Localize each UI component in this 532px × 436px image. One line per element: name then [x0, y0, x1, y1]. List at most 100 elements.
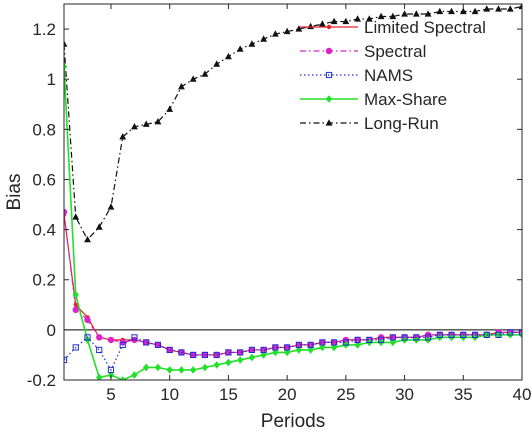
data-point	[389, 334, 396, 341]
data-point	[73, 302, 78, 307]
x-tick-label: 15	[219, 385, 238, 404]
series-long-run	[64, 4, 522, 243]
series-max-share	[64, 62, 522, 380]
data-point	[295, 346, 303, 354]
series-group	[64, 4, 522, 380]
data-point	[495, 5, 502, 12]
data-point	[295, 25, 303, 32]
data-point	[260, 35, 268, 42]
data-point	[154, 341, 162, 349]
legend-entry: NAMS	[300, 66, 413, 85]
data-point	[260, 351, 267, 359]
data-point	[213, 351, 220, 359]
data-point	[366, 336, 373, 343]
data-point	[72, 213, 80, 220]
data-point	[495, 331, 502, 339]
data-point	[143, 363, 150, 372]
data-point	[365, 15, 373, 22]
data-point	[506, 5, 514, 12]
y-tick-label: 1.2	[32, 20, 56, 39]
data-point	[342, 17, 350, 25]
data-point	[178, 82, 185, 90]
data-point	[459, 7, 467, 15]
data-point	[354, 341, 361, 349]
data-point	[225, 52, 232, 60]
data-point	[272, 344, 279, 351]
data-point	[495, 331, 502, 338]
data-point	[307, 346, 314, 354]
data-point	[518, 329, 522, 336]
data-point	[225, 358, 232, 367]
plot-area	[64, 4, 522, 380]
data-point	[107, 371, 115, 379]
data-point	[424, 10, 432, 17]
data-point	[95, 223, 103, 230]
y-tick-label: 0.4	[32, 221, 56, 240]
data-point	[131, 371, 138, 379]
data-point	[424, 334, 432, 341]
data-point	[319, 339, 326, 346]
data-point	[389, 338, 397, 347]
data-point	[342, 339, 349, 346]
data-point	[131, 334, 138, 341]
data-point	[166, 105, 174, 112]
data-point	[260, 346, 267, 354]
axes: 5 10 15 20 25 30 35 40 -0.2 0 0.2 0.4 0.6 0.8 1 1.2 Peri…	[4, 3, 532, 432]
data-point	[331, 339, 338, 346]
data-point	[460, 331, 467, 338]
data-point	[96, 373, 103, 380]
legend-label: Spectral	[364, 42, 426, 61]
data-point	[84, 316, 91, 324]
data-point	[436, 7, 444, 15]
data-point	[236, 45, 244, 52]
data-point	[107, 336, 115, 344]
data-point	[283, 348, 291, 357]
data-point	[413, 334, 420, 341]
x-axis-title: Periods	[261, 411, 325, 432]
data-point	[84, 235, 91, 243]
data-point	[201, 351, 209, 359]
data-point	[319, 343, 326, 352]
data-point	[72, 344, 79, 351]
data-point	[96, 334, 103, 341]
data-point	[248, 346, 255, 354]
data-point	[178, 349, 185, 356]
data-point	[189, 75, 197, 82]
x-tick-label: 10	[160, 385, 179, 404]
x-tick-label: 40	[513, 385, 532, 404]
series-line	[64, 331, 522, 372]
legend-label: Long-Run	[364, 114, 439, 133]
data-point	[72, 290, 79, 299]
legend-label: Max-Share	[364, 90, 447, 109]
data-point	[64, 62, 68, 71]
x-tick-label: 30	[395, 385, 414, 404]
axes-frame	[63, 3, 523, 381]
series-line	[64, 5, 522, 241]
data-point	[389, 12, 397, 20]
data-point	[64, 40, 68, 47]
data-point	[283, 27, 291, 35]
data-point	[248, 353, 256, 362]
data-point	[154, 341, 162, 349]
data-point	[436, 331, 443, 338]
data-point	[119, 376, 126, 380]
data-point	[330, 17, 338, 25]
data-point	[483, 331, 490, 338]
data-point	[401, 10, 408, 17]
x-tick-label: 20	[278, 385, 297, 404]
x-tick-label: 5	[106, 385, 115, 404]
data-point	[142, 120, 150, 127]
legend-marker	[325, 95, 333, 103]
data-point	[518, 4, 522, 10]
data-point	[236, 356, 244, 364]
data-point	[166, 346, 173, 354]
data-point	[354, 336, 361, 343]
y-axis-title: Bias	[4, 174, 25, 211]
data-point	[96, 346, 103, 354]
data-point	[213, 361, 220, 369]
data-point	[448, 7, 455, 15]
legend-marker	[325, 47, 333, 55]
data-point	[237, 349, 244, 356]
legend-marker	[326, 24, 332, 30]
